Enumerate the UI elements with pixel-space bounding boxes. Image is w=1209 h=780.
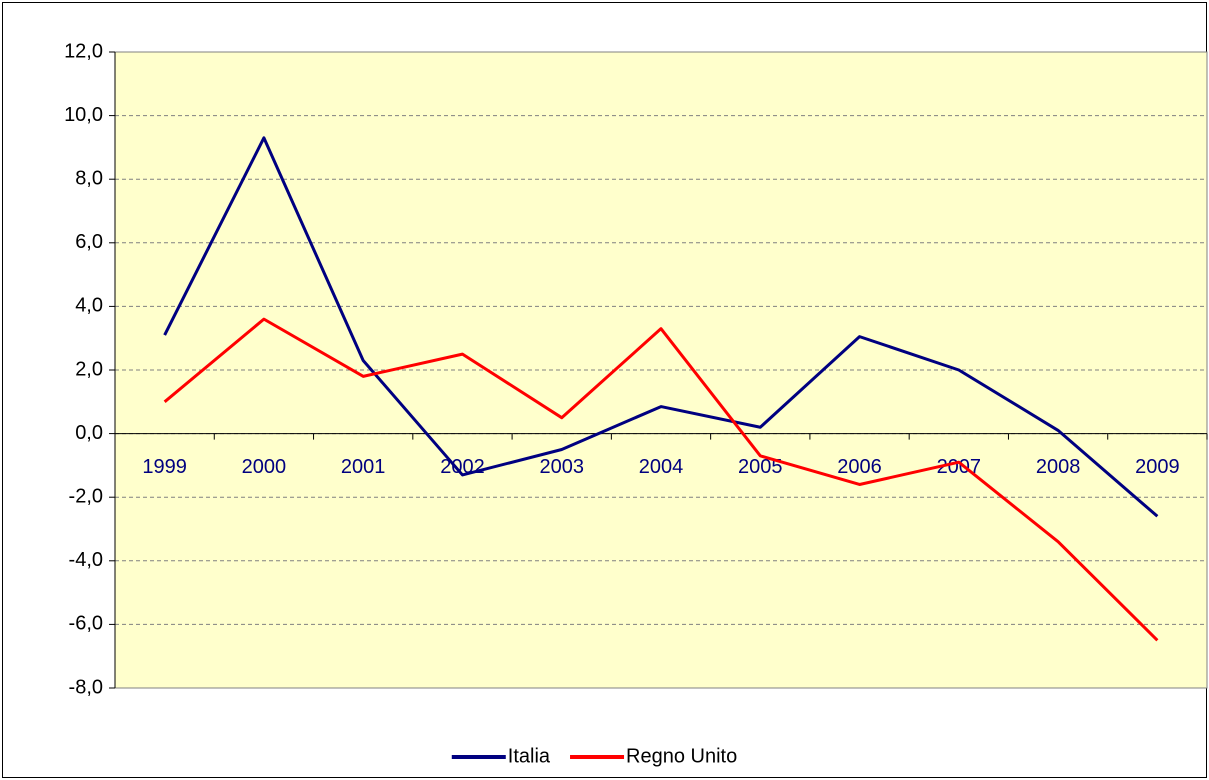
y-tick-label: 6,0 — [75, 231, 103, 253]
x-tick-label: 2004 — [639, 456, 684, 478]
x-tick-label: 2005 — [738, 456, 783, 478]
y-tick-label: 2,0 — [75, 358, 103, 380]
y-tick-label: -8,0 — [69, 676, 103, 698]
series-line — [163, 317, 1159, 642]
x-tick-label: 1999 — [142, 456, 187, 478]
y-tick-label: 8,0 — [75, 167, 103, 189]
y-tick-label: 0,0 — [75, 422, 103, 444]
x-tick-label: 2006 — [837, 456, 882, 478]
legend-label: Italia — [508, 745, 551, 767]
x-tick-label: 2003 — [539, 456, 584, 478]
legend-label: Regno Unito — [626, 745, 737, 767]
series-line — [163, 136, 1159, 518]
x-tick-label: 2001 — [341, 456, 386, 478]
x-tick-label: 2009 — [1135, 456, 1180, 478]
x-tick-label: 2000 — [242, 456, 287, 478]
y-tick-label: 12,0 — [64, 40, 103, 62]
y-tick-label: 4,0 — [75, 295, 103, 317]
y-tick-label: -4,0 — [69, 549, 103, 571]
y-tick-label: -2,0 — [69, 485, 103, 507]
x-tick-label: 2008 — [1036, 456, 1081, 478]
y-tick-label: 10,0 — [64, 104, 103, 126]
y-tick-label: -6,0 — [69, 613, 103, 635]
